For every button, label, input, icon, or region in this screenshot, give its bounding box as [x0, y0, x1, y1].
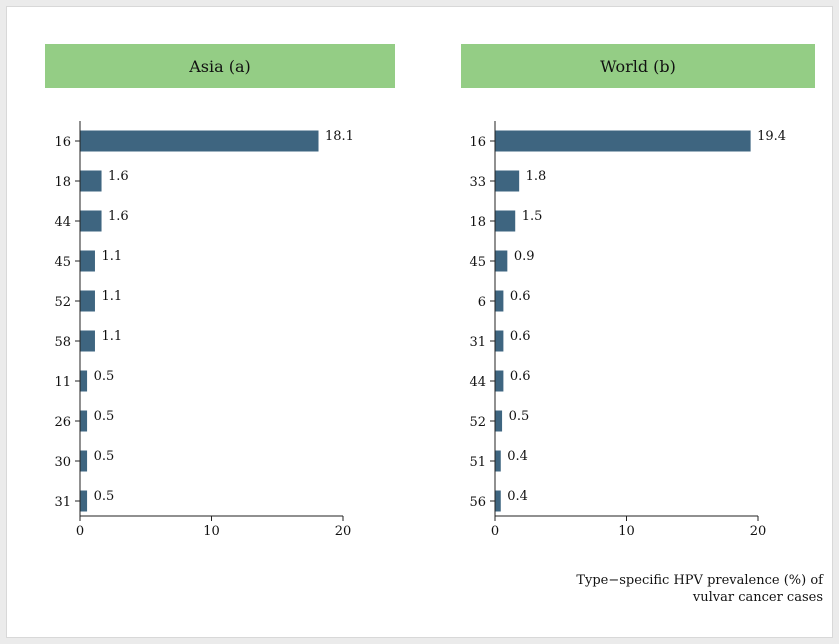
asia-data-label: 0.5 [94, 449, 115, 464]
asia-category-label: 45 [54, 255, 71, 270]
world-bar-45 [495, 250, 508, 272]
asia-bar-44 [80, 210, 102, 232]
world-category-label: 18 [469, 215, 486, 230]
world-data-label: 0.6 [510, 329, 531, 344]
world-x-tick-label: 10 [618, 524, 635, 539]
asia-data-label: 0.5 [94, 369, 115, 384]
world-data-label: 0.6 [510, 369, 531, 384]
asia-category-label: 58 [54, 335, 71, 350]
world-category-label: 44 [469, 375, 486, 390]
world-bar-44 [495, 370, 504, 392]
asia-x-tick-label: 0 [76, 524, 84, 539]
world-bar-16 [495, 130, 751, 152]
world-data-label: 1.5 [522, 209, 543, 224]
asia-data-label: 1.6 [108, 209, 129, 224]
asia-category-label: 44 [54, 215, 71, 230]
world-bar-33 [495, 170, 520, 192]
world-bar-52 [495, 410, 503, 432]
world-category-label: 45 [469, 255, 486, 270]
asia-x-tick-label: 20 [335, 524, 352, 539]
asia-category-label: 26 [54, 415, 71, 430]
x-axis-caption-line-2: vulvar cancer cases [692, 590, 823, 605]
world-bar-6 [495, 290, 504, 312]
asia-bar-30 [80, 450, 88, 472]
world-category-label: 56 [469, 495, 486, 510]
asia-bar-18 [80, 170, 102, 192]
panel-title-asia: Asia (a) [45, 44, 395, 88]
asia-x-tick-label: 10 [203, 524, 220, 539]
world-data-label: 0.6 [510, 289, 531, 304]
x-axis-caption: Type−specific HPV prevalence (%) of vulv… [576, 572, 823, 606]
asia-category-label: 52 [54, 295, 71, 310]
world-x-tick-label: 0 [491, 524, 499, 539]
world-bar-31 [495, 330, 504, 352]
world-data-label: 0.5 [509, 409, 530, 424]
asia-bar-31 [80, 490, 88, 512]
asia-data-label: 0.5 [94, 409, 115, 424]
asia-bar-45 [80, 250, 95, 272]
world-x-tick-label: 20 [750, 524, 767, 539]
world-category-label: 31 [469, 335, 486, 350]
asia-data-label: 1.1 [101, 329, 122, 344]
figure-frame [6, 6, 833, 638]
asia-data-label: 0.5 [94, 489, 115, 504]
asia-data-label: 1.1 [101, 249, 122, 264]
asia-category-label: 18 [54, 175, 71, 190]
panel-title-world: World (b) [461, 44, 815, 88]
world-bar-18 [495, 210, 516, 232]
world-category-label: 51 [469, 455, 486, 470]
world-data-label: 0.9 [514, 249, 535, 264]
asia-category-label: 11 [54, 375, 71, 390]
asia-bar-11 [80, 370, 88, 392]
world-data-label: 0.4 [507, 489, 528, 504]
asia-data-label: 1.1 [101, 289, 122, 304]
asia-bar-52 [80, 290, 95, 312]
asia-data-label: 18.1 [325, 129, 354, 144]
asia-category-label: 16 [54, 135, 71, 150]
asia-data-label: 1.6 [108, 169, 129, 184]
world-bar-51 [495, 450, 501, 472]
world-data-label: 0.4 [507, 449, 528, 464]
world-data-label: 19.4 [757, 129, 786, 144]
asia-category-label: 30 [54, 455, 71, 470]
world-category-label: 6 [478, 295, 486, 310]
world-category-label: 33 [469, 175, 486, 190]
asia-bar-26 [80, 410, 88, 432]
asia-bar-58 [80, 330, 95, 352]
world-category-label: 52 [469, 415, 486, 430]
world-data-label: 1.8 [526, 169, 547, 184]
asia-category-label: 31 [54, 495, 71, 510]
asia-bar-16 [80, 130, 319, 152]
x-axis-caption-line-1: Type−specific HPV prevalence (%) of [576, 573, 823, 588]
world-bar-56 [495, 490, 501, 512]
world-category-label: 16 [469, 135, 486, 150]
